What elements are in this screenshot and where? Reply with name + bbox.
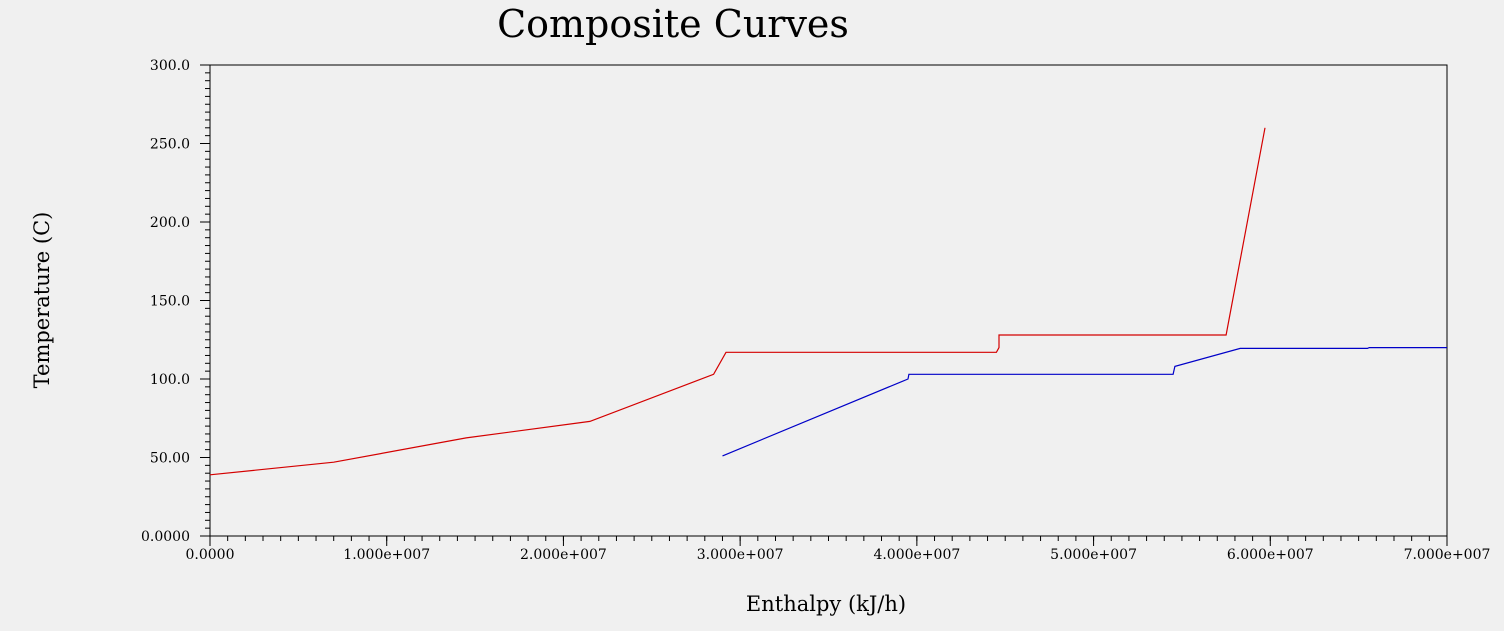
x-tick-label: 2.000e+007 (520, 547, 607, 563)
y-tick-label: 150.0 (150, 294, 190, 310)
series-layer (209, 127, 1447, 476)
x-tick-label: 3.000e+007 (697, 547, 784, 563)
x-minor-ticks (209, 536, 1448, 541)
y-axis-label: Temperature (C) (30, 212, 54, 389)
cold-composite-curve (722, 347, 1447, 457)
chart-title: Composite Curves (497, 2, 849, 46)
y-tick-label: 250.0 (150, 137, 190, 153)
x-tick-label: 5.000e+007 (1050, 547, 1137, 563)
x-tick-label: 4.000e+007 (873, 547, 960, 563)
y-tick-label: 300.0 (150, 58, 190, 74)
y-tick-label: 50.00 (150, 451, 190, 467)
y-tick-label: 0.0000 (141, 529, 190, 545)
y-tick-label: 200.0 (150, 215, 190, 231)
hot-composite-curve (209, 127, 1266, 476)
x-tick-label: 0.0000 (186, 547, 235, 563)
x-axis-label: Enthalpy (kJ/h) (746, 592, 906, 616)
y-axis-ticks: 0.0000 50.00 100.0 150.0 200.0 250.0 300.0 (141, 58, 210, 545)
x-axis-ticks: 0.0000 1.000e+007 2.000e+007 3.000e+007 4.00… (186, 536, 1491, 563)
x-tick-label: 1.000e+007 (343, 547, 430, 563)
x-tick-label: 6.000e+007 (1227, 547, 1314, 563)
plot-area (209, 64, 1448, 537)
y-tick-label: 100.0 (150, 372, 190, 388)
x-tick-label: 7.000e+007 (1404, 547, 1491, 563)
